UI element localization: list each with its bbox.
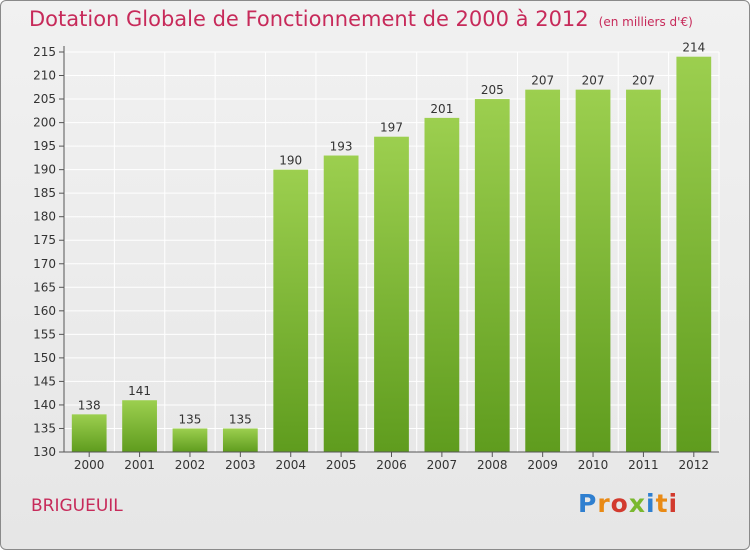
logo-letter: r [597, 489, 611, 518]
bar [525, 89, 561, 452]
bar-value-label: 201 [430, 102, 453, 116]
bar-value-label: 205 [481, 83, 504, 97]
x-tick-label: 2000 [74, 458, 105, 472]
proxiti-logo: Proxiti [578, 489, 678, 518]
bar-value-label: 141 [128, 384, 151, 398]
y-tick-label: 205 [33, 92, 56, 106]
y-tick-label: 135 [33, 421, 56, 435]
bar [71, 414, 107, 452]
bar [273, 169, 309, 452]
bar [474, 99, 510, 452]
x-tick-label: 2010 [578, 458, 609, 472]
bar [222, 428, 258, 452]
bar [424, 117, 460, 452]
bar [575, 89, 611, 452]
y-tick-label: 165 [33, 280, 56, 294]
x-tick-label: 2008 [477, 458, 508, 472]
bar-value-label: 135 [229, 412, 252, 426]
chart-title: Dotation Globale de Fonctionnement de 20… [29, 7, 693, 31]
bar-value-label: 207 [582, 74, 605, 88]
y-tick-label: 160 [33, 304, 56, 318]
y-tick-label: 180 [33, 210, 56, 224]
x-tick-label: 2007 [427, 458, 458, 472]
bar [172, 428, 208, 452]
y-tick-label: 175 [33, 233, 56, 247]
y-tick-label: 210 [33, 69, 56, 83]
bar-value-label: 193 [330, 140, 353, 154]
y-tick-label: 195 [33, 139, 56, 153]
y-tick-label: 130 [33, 445, 56, 459]
bar-value-label: 214 [682, 41, 705, 55]
bar-value-label: 190 [279, 154, 302, 168]
chart-title-text: Dotation Globale de Fonctionnement de 20… [29, 7, 589, 31]
y-tick-label: 145 [33, 374, 56, 388]
x-tick-label: 2006 [376, 458, 407, 472]
x-tick-label: 2009 [527, 458, 558, 472]
bar-value-label: 207 [531, 74, 554, 88]
x-tick-label: 2011 [628, 458, 659, 472]
x-tick-label: 2002 [175, 458, 206, 472]
logo-letter: o [610, 489, 629, 518]
y-tick-label: 150 [33, 351, 56, 365]
y-tick-label: 155 [33, 327, 56, 341]
bar [374, 136, 409, 453]
chart-unit-label: (en milliers d'€) [598, 15, 693, 29]
bar [122, 400, 157, 452]
bar [676, 56, 712, 453]
y-tick-label: 185 [33, 186, 56, 200]
logo-letter: t [655, 489, 669, 518]
bars: 138 141 135 135 190 193 197 201 205 207 207 207 214 [71, 41, 712, 453]
y-tick-label: 190 [33, 163, 56, 177]
bar-value-label: 207 [632, 74, 655, 88]
y-tick-label: 140 [33, 398, 56, 412]
x-tick-label: 2012 [679, 458, 710, 472]
y-tick-label: 170 [33, 257, 56, 271]
bar-value-label: 135 [179, 412, 202, 426]
logo-letter: i [646, 489, 656, 518]
bar-value-label: 138 [78, 398, 101, 412]
logo-letter: P [578, 489, 598, 518]
bar-value-label: 197 [380, 121, 403, 135]
x-tick-label: 2003 [225, 458, 256, 472]
commune-name: BRIGUEUIL [31, 496, 123, 516]
x-tick-label: 2001 [124, 458, 155, 472]
logo-letter: x [628, 489, 646, 518]
y-tick-label: 215 [33, 45, 56, 59]
logo-letter: i [668, 489, 679, 518]
axes: 130 135 140 145 150 155 160 165 170 175 180 185 190 1… [33, 45, 719, 472]
y-tick-label: 200 [33, 116, 56, 130]
bar [323, 155, 359, 452]
bar [626, 89, 661, 452]
x-tick-label: 2004 [275, 458, 306, 472]
x-tick-label: 2005 [326, 458, 357, 472]
